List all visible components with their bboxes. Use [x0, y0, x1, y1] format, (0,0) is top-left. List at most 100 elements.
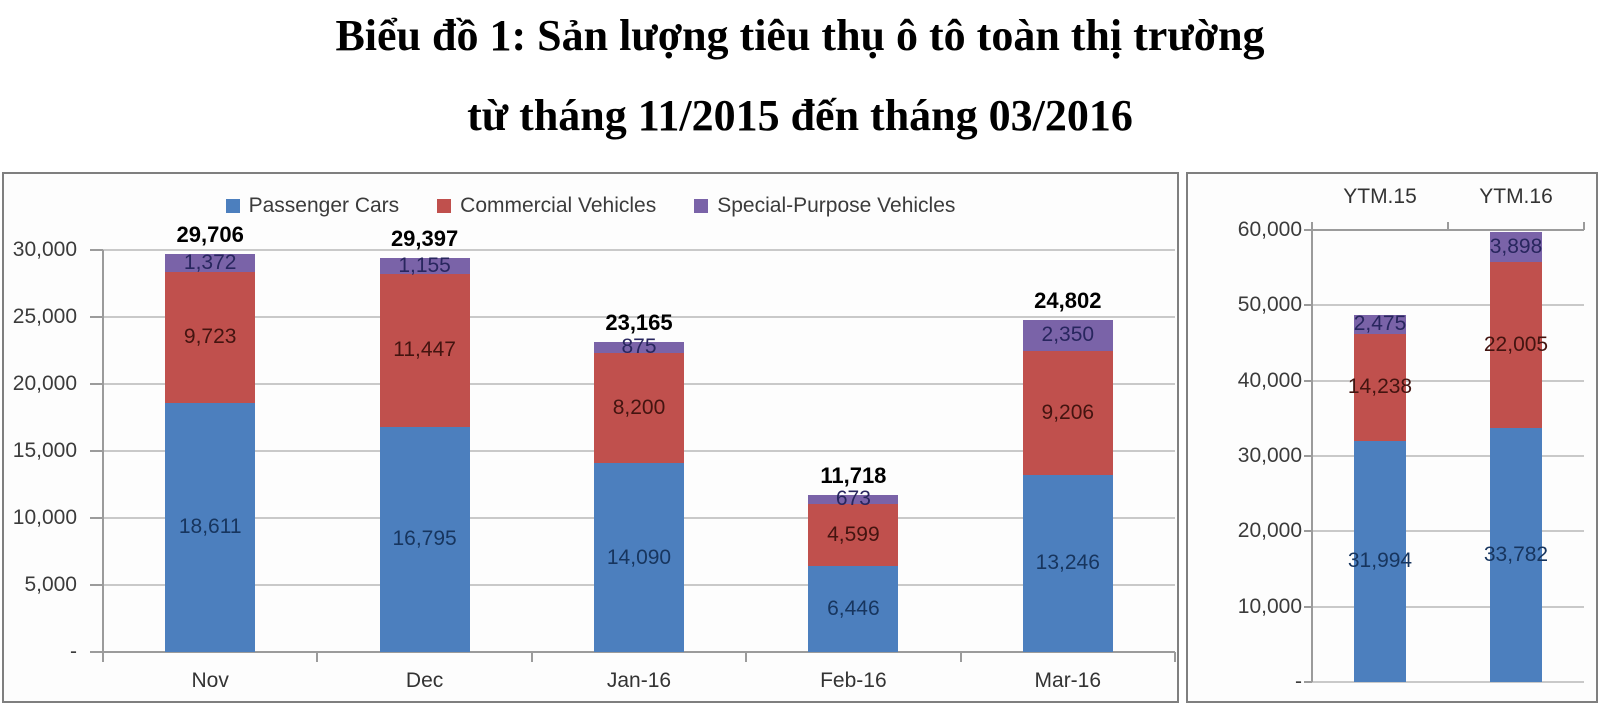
bar-segment [594, 353, 684, 464]
bar-segment [1354, 315, 1406, 334]
bar-segment [594, 463, 684, 652]
y-axis-tick [1304, 455, 1312, 457]
segment-value-label: 1,155 [398, 253, 451, 277]
y-axis-tick [1304, 229, 1312, 231]
segment-value-label: 673 [835, 487, 871, 511]
segment-value-label: 14,090 [606, 545, 672, 569]
y-axis-label: - [1295, 670, 1302, 693]
legend-label: Commercial Vehicles [460, 194, 657, 217]
gridline [103, 249, 1175, 251]
x-axis-tick [1174, 652, 1176, 662]
segment-value-label: 8,200 [612, 396, 666, 420]
legend-swatch-icon [694, 199, 709, 213]
bar-segment [1354, 440, 1406, 682]
legend-label: Passenger Cars [248, 194, 400, 217]
y-axis-tick [1304, 681, 1312, 683]
y-axis-tick [90, 651, 103, 653]
bar-segment [1490, 427, 1542, 682]
segment-value-label: 3,898 [1489, 235, 1543, 259]
legend-swatch-icon [225, 199, 240, 213]
gridline [103, 316, 1175, 318]
bar-segment [808, 494, 899, 504]
y-axis-tick [90, 316, 103, 318]
gridline [1312, 304, 1584, 307]
category-label: Feb-16 [820, 669, 887, 692]
bar-segment [808, 503, 899, 566]
category-label: YTM.15 [1343, 185, 1417, 208]
y-axis-tick [1304, 304, 1312, 307]
gridline [1312, 530, 1584, 533]
category-label: Nov [191, 669, 229, 692]
bar-segment [379, 258, 470, 274]
y-axis-label: 30,000 [12, 238, 77, 261]
x-axis-tick [1311, 222, 1313, 230]
chart-legend: Passenger Cars Commercial Vehicles Special… [4, 194, 1177, 218]
segment-value-label: 875 [621, 335, 657, 359]
y-axis-label: - [70, 640, 77, 663]
y-axis-label: 40,000 [1237, 368, 1302, 392]
segment-value-label: 6,446 [827, 596, 880, 620]
segment-value-label: 2,475 [1353, 312, 1407, 336]
y-axis-label: 50,000 [1237, 293, 1302, 317]
y-axis-label: 25,000 [12, 305, 77, 328]
total-value-label: 29,706 [176, 221, 244, 247]
legend-swatch-icon [437, 199, 452, 213]
y-axis-line [1311, 230, 1313, 682]
y-axis-line [102, 250, 104, 662]
total-value-label: 11,718 [820, 462, 887, 488]
x-axis-line [103, 651, 1175, 653]
legend-item: Special-Purpose Vehicles [694, 194, 955, 218]
bar-segment [1354, 333, 1406, 441]
y-axis-label: 15,000 [12, 439, 77, 462]
y-axis-tick [1304, 605, 1312, 608]
y-axis-tick [90, 383, 103, 385]
x-axis-tick [102, 652, 104, 662]
segment-value-label: 4,599 [827, 522, 880, 546]
total-value-label: 24,802 [1034, 287, 1102, 313]
category-label: Jan-16 [606, 669, 672, 692]
y-axis-tick [1304, 379, 1312, 382]
bar-segment [165, 253, 256, 273]
total-value-label: 23,165 [605, 309, 673, 335]
gridline [1312, 455, 1584, 457]
bar-segment [1022, 351, 1113, 475]
gridline [1312, 379, 1584, 382]
segment-value-label: 31,994 [1347, 549, 1413, 573]
bar-segment [379, 426, 470, 652]
x-axis-tick [959, 652, 962, 662]
legend-label: Special-Purpose Vehicles [717, 194, 956, 217]
bar-segment [165, 402, 256, 652]
page-title-line2: từ tháng 11/2015 đến tháng 03/2016 [467, 91, 1133, 140]
bar-segment [1490, 232, 1542, 262]
bar-segment [1022, 474, 1113, 652]
ytm-sales-chart-panel: - 10,000 20,000 30,000 40,000 50,000 60,000 31,… [1186, 172, 1598, 703]
segment-value-label: 9,723 [183, 325, 237, 349]
x-axis-tick [316, 652, 319, 662]
segment-value-label: 16,795 [392, 527, 457, 551]
bar-segment [379, 273, 470, 427]
segment-value-label: 1,372 [183, 251, 237, 275]
legend-item: Passenger Cars [225, 194, 400, 218]
x-axis-tick [1447, 222, 1449, 230]
category-label: Dec [405, 669, 444, 692]
y-axis-label: 10,000 [12, 506, 77, 529]
segment-value-label: 2,350 [1041, 323, 1095, 347]
category-label: Mar-16 [1034, 669, 1102, 692]
segment-value-label: 14,238 [1347, 375, 1413, 399]
y-axis-label: 5,000 [24, 573, 77, 596]
y-axis-tick [90, 450, 103, 452]
x-axis-line [1312, 229, 1584, 231]
gridline [1312, 681, 1584, 683]
y-axis-label: 60,000 [1237, 218, 1302, 241]
y-axis-tick [90, 249, 103, 251]
gridline [1312, 605, 1584, 608]
segment-value-label: 11,447 [393, 338, 456, 362]
x-axis-tick [745, 652, 748, 662]
bar-segment [808, 565, 899, 652]
x-axis-tick [1583, 222, 1585, 230]
y-axis-label: 20,000 [12, 372, 77, 395]
y-axis-tick [90, 584, 103, 586]
x-axis-tick [530, 652, 533, 662]
page-title-line1: Biểu đồ 1: Sản lượng tiêu thụ ô tô toàn … [335, 11, 1265, 60]
